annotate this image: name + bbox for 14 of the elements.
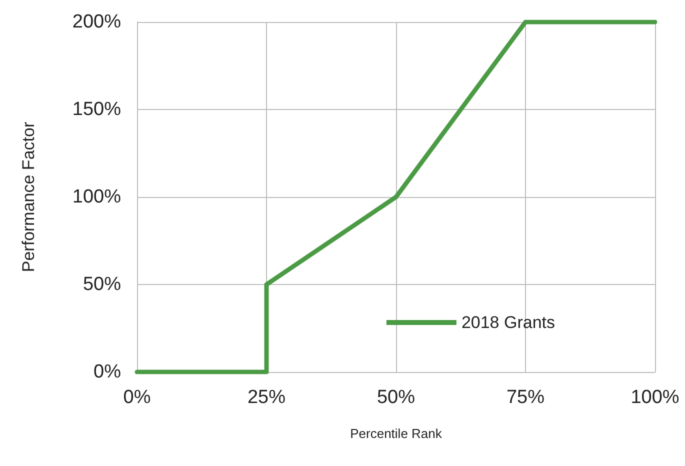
x-tick-label: 0% [123,387,151,408]
y-tick-label: 50% [82,274,122,295]
x-tick-label: 75% [506,387,545,408]
legend-label: 2018 Grants [461,313,556,332]
line-series [134,20,658,374]
x-tick-label: 100% [630,387,680,408]
y-tick-label: 100% [72,186,122,208]
y-tick-label: 200% [72,12,122,32]
y-tick-label: 150% [72,99,122,120]
y-tick-label: 0% [94,362,122,382]
x-tick-label: 50% [376,387,416,408]
x-tick-label: 25% [247,387,286,408]
x-axis-title: Percentile Rank [350,426,442,441]
y-axis-title: Performance Factor [19,122,38,272]
